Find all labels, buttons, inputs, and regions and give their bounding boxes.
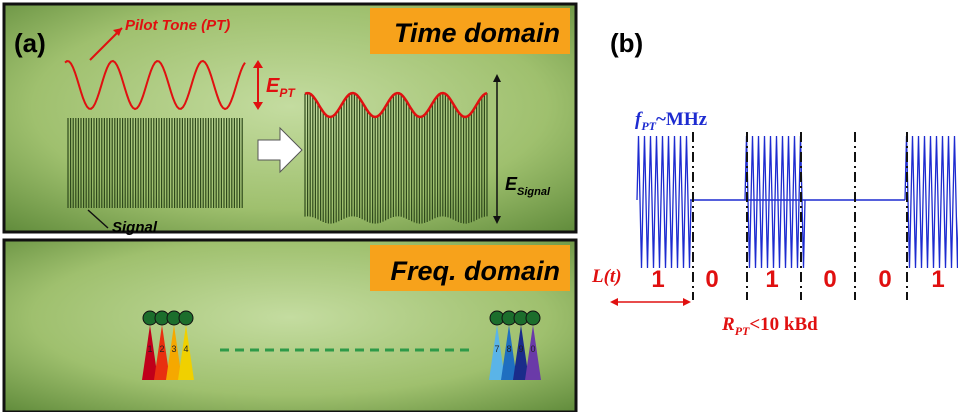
title: Freq. domain <box>390 256 560 286</box>
channel-label: 8 <box>506 344 511 354</box>
title: Time domain <box>394 18 560 48</box>
annotation: Pilot Tone (PT) <box>125 17 230 34</box>
label: L(t) <box>591 266 622 287</box>
bit: 0 <box>705 266 718 293</box>
bit: 1 <box>931 266 944 293</box>
text: E <box>266 75 280 97</box>
burst <box>637 136 691 268</box>
channel-label: 3 <box>171 344 176 354</box>
channel-label: 7 <box>494 344 499 354</box>
label: RPT<10 kBd <box>721 314 818 338</box>
text: <10 kBd <box>749 314 818 335</box>
text: R <box>721 314 735 335</box>
text: Pilot Tone <box>125 17 197 34</box>
text: PT <box>735 324 750 338</box>
node <box>526 311 540 325</box>
node <box>179 311 193 325</box>
channel-label: 4 <box>183 344 188 354</box>
panel-label: (b) <box>610 28 643 58</box>
bit: 1 <box>651 266 664 293</box>
bit: 0 <box>878 266 891 293</box>
bit: 0 <box>823 266 836 293</box>
text: PT <box>641 119 656 133</box>
text: ~MHz <box>656 109 708 130</box>
channel-label: 2 <box>159 344 164 354</box>
text: PT <box>279 86 296 100</box>
channel-label: 9 <box>518 344 523 354</box>
text: (PT) <box>201 17 230 34</box>
figure: (a) Time domain Freq. domain Pilot Tone … <box>0 0 958 412</box>
burst <box>745 136 805 268</box>
text: Signal <box>517 186 551 198</box>
label: fPT~MHz <box>635 109 708 133</box>
label: Signal <box>112 219 158 236</box>
panel-label: (a) <box>14 28 46 58</box>
channel-label: 0 <box>530 344 535 354</box>
bit: 1 <box>765 266 778 293</box>
channel-label: 1 <box>147 344 152 354</box>
burst <box>905 136 958 268</box>
